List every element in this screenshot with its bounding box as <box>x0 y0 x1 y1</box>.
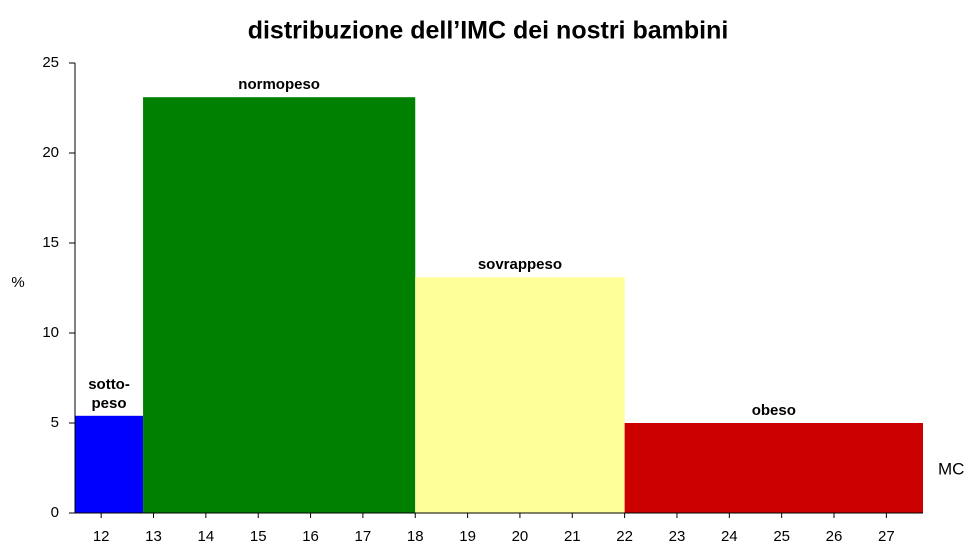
x-tick-label: 25 <box>773 528 790 545</box>
bar-label: peso <box>92 395 127 412</box>
x-tick-label: 23 <box>669 528 686 545</box>
x-tick-label: 17 <box>355 528 372 545</box>
y-axis-label: % <box>11 274 24 291</box>
x-tick-label: 14 <box>198 528 215 545</box>
x-tick-label: 13 <box>145 528 162 545</box>
bar-label: obeso <box>752 402 796 419</box>
y-tick-label: 5 <box>51 414 59 431</box>
x-tick-label: 27 <box>878 528 895 545</box>
bar <box>624 423 923 513</box>
y-tick-label: 20 <box>42 144 59 161</box>
x-tick-label: 22 <box>616 528 633 545</box>
x-tick-label: 24 <box>721 528 738 545</box>
x-tick-label: 15 <box>250 528 267 545</box>
y-tick-label: 25 <box>42 54 59 71</box>
bar-label: normopeso <box>238 76 320 93</box>
x-tick-label: 21 <box>564 528 581 545</box>
bar <box>143 97 416 513</box>
bar <box>415 277 625 513</box>
x-axis-label: MC <box>938 459 964 478</box>
y-tick-label: 15 <box>42 234 59 251</box>
x-tick-label: 20 <box>512 528 529 545</box>
y-tick-label: 0 <box>51 504 59 521</box>
chart-title: distribuzione dell’IMC dei nostri bambin… <box>248 17 729 45</box>
x-tick-label: 26 <box>826 528 843 545</box>
bar-label: sotto- <box>88 376 130 393</box>
x-tick-label: 19 <box>459 528 476 545</box>
x-tick-label: 16 <box>302 528 319 545</box>
bar-label: sovrappeso <box>478 256 562 273</box>
bar <box>75 415 144 513</box>
x-tick-label: 12 <box>93 528 110 545</box>
x-tick-label: 18 <box>407 528 424 545</box>
y-tick-label: 10 <box>42 324 59 341</box>
